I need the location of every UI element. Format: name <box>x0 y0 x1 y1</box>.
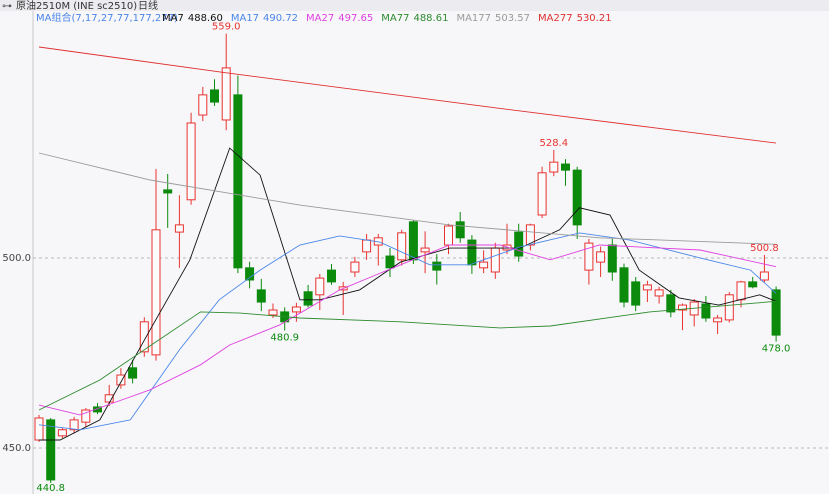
candle-body <box>397 232 407 261</box>
candle-body <box>116 374 126 386</box>
candle-body <box>748 281 758 288</box>
menu-icon[interactable]: ⊶ <box>2 1 12 12</box>
legend-name: MA177 <box>456 13 491 24</box>
candle-body <box>198 94 208 116</box>
legend-value: 503.57 <box>495 13 530 24</box>
candle-body <box>385 255 395 269</box>
candle-body <box>221 67 231 121</box>
candle-body <box>350 261 360 273</box>
candle-body <box>654 289 664 297</box>
price-annotation: 559.0 <box>212 22 241 33</box>
candle-body <box>291 306 301 313</box>
legend-value: 490.72 <box>263 13 298 24</box>
candle-body <box>584 242 594 271</box>
candle-body <box>724 294 734 321</box>
candle-body <box>128 367 138 379</box>
candle-body <box>537 172 547 216</box>
candle-body <box>93 406 102 413</box>
candle-body <box>420 247 430 253</box>
ma-line <box>38 152 777 245</box>
candle-body <box>81 409 91 423</box>
candle-body <box>455 221 465 239</box>
candle-body <box>327 269 336 283</box>
legend-value: 497.65 <box>338 13 373 24</box>
legend-name: MA17 <box>231 13 259 24</box>
candle-body <box>596 251 606 263</box>
candle-body <box>759 271 769 281</box>
candle-body <box>561 163 570 171</box>
legend-name: MA77 <box>381 13 409 24</box>
candle-body <box>572 169 582 226</box>
candle-body <box>490 247 500 273</box>
candle-body <box>139 321 149 353</box>
candle-body <box>701 303 711 319</box>
y-tick-label: 500.0 <box>2 253 31 264</box>
price-annotation: 528.4 <box>539 138 568 149</box>
candle-body <box>514 231 524 257</box>
candle-body <box>69 419 79 431</box>
legend-value: 488.60 <box>188 13 223 24</box>
legend-value: 530.21 <box>577 13 612 24</box>
candle-body <box>771 289 781 336</box>
candle-body <box>642 284 652 291</box>
candle-body <box>713 317 723 323</box>
ma-line <box>38 244 777 416</box>
price-annotation: 478.0 <box>762 344 791 355</box>
ma-line <box>38 46 777 144</box>
ma-line <box>38 232 777 431</box>
chart-title: 原油2510M (INE sc2510) <box>16 0 137 12</box>
period-selector[interactable]: 日线 <box>138 0 158 12</box>
ma-group-label: MA组合(7,17,27,77,177,277) <box>36 11 178 24</box>
ma-line <box>39 147 777 441</box>
candle-body <box>210 89 219 103</box>
candle-body <box>408 221 418 261</box>
price-annotation: 440.8 <box>36 483 65 494</box>
candle-body <box>432 261 442 271</box>
candle-body <box>245 267 255 281</box>
candle-body <box>479 261 489 269</box>
candle-body <box>34 417 44 441</box>
candle-body <box>104 394 114 403</box>
candle-body <box>678 304 687 311</box>
candle-body <box>525 224 535 246</box>
candle-body <box>444 225 453 246</box>
candle-body <box>233 94 243 269</box>
price-annotation: 480.9 <box>270 333 299 344</box>
candle-body <box>619 267 629 303</box>
legend-name: MA277 <box>538 13 573 24</box>
candle-body <box>174 224 184 233</box>
legend-name: MA7 <box>162 13 184 24</box>
y-tick-label: 450.0 <box>2 443 31 454</box>
candle-body <box>57 429 67 437</box>
header-bar <box>0 0 829 11</box>
ma-line <box>38 300 777 411</box>
candle-body <box>666 294 676 313</box>
candle-body <box>303 291 313 306</box>
price-annotation: 500.8 <box>750 243 779 254</box>
candle-body <box>631 281 641 306</box>
candle-body <box>467 239 477 266</box>
candle-body <box>268 309 278 316</box>
legend-value: 488.61 <box>413 13 448 24</box>
candle-body <box>362 239 372 253</box>
legend-name: MA27 <box>306 13 334 24</box>
candle-body <box>549 161 559 173</box>
candle-body <box>256 289 266 303</box>
candle-body <box>186 122 196 201</box>
candle-body <box>736 281 746 301</box>
candle-body <box>163 189 173 194</box>
candle-body <box>151 229 161 356</box>
candle-body <box>315 277 325 296</box>
legend: MA组合(7,17,27,77,177,277) MA7 488.60 MA17 49… <box>36 11 612 24</box>
candle-body <box>46 419 56 481</box>
candle-body <box>607 244 617 273</box>
